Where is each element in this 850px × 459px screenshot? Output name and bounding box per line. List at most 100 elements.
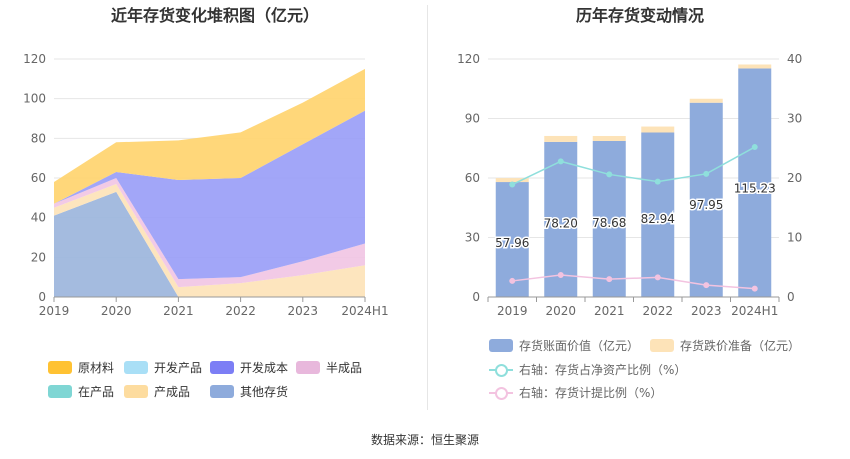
x-tick-label: 2020 — [545, 304, 576, 318]
legend-item[interactable]: 在产品 — [48, 383, 114, 400]
x-tick-label: 2019 — [39, 304, 70, 318]
line-point — [509, 181, 516, 188]
legend-item[interactable]: 开发产品 — [124, 359, 202, 376]
bar-data-label: 115.23 — [734, 181, 776, 195]
x-tick-label: 2020 — [101, 304, 132, 318]
x-tick-label: 2024H1 — [731, 304, 778, 318]
bar-data-label: 97.95 — [689, 198, 723, 212]
legend-swatch — [48, 361, 72, 374]
legend-item[interactable]: 产成品 — [124, 383, 190, 400]
legend-label: 右轴：存货计提比例（%） — [519, 386, 663, 400]
y-tick-label: 0 — [38, 290, 46, 304]
y-tick-label: 120 — [23, 52, 46, 66]
bar-impairment — [592, 135, 626, 141]
bar-book-value — [641, 132, 675, 297]
line-point — [751, 144, 758, 151]
line-point — [703, 282, 710, 289]
y-tick-label: 120 — [457, 52, 480, 66]
legend-label: 半成品 — [326, 361, 363, 375]
bar-book-value — [495, 182, 529, 297]
legend-item[interactable]: 半成品 — [296, 359, 362, 376]
y-tick-label: 60 — [31, 171, 46, 185]
legend-swatch — [210, 385, 234, 398]
data-source: 数据来源：恒生聚源 — [370, 433, 479, 447]
legend-label: 产成品 — [154, 385, 191, 399]
bar-book-value — [592, 140, 626, 297]
line-point — [557, 158, 564, 165]
legend-item[interactable]: 右轴：存货计提比例（%） — [489, 384, 662, 401]
bar-impairment — [738, 64, 772, 69]
line-point — [654, 178, 661, 185]
line-point — [509, 277, 516, 284]
x-tick-label: 2019 — [497, 304, 528, 318]
legend-swatch — [48, 385, 72, 398]
y-tick-label: 60 — [465, 171, 480, 185]
legend-swatch — [124, 385, 148, 398]
area-series — [54, 183, 365, 297]
left-chart-title: 近年存货变化堆积图（亿元） — [110, 6, 319, 25]
legend-label: 其他存货 — [240, 385, 289, 399]
legend-swatch — [489, 386, 513, 400]
y-tick-label: 100 — [23, 92, 46, 106]
legend-item[interactable]: 开发成本 — [210, 359, 288, 376]
y2-tick-label: 30 — [787, 112, 802, 126]
legend-swatch — [650, 339, 674, 352]
line-point — [703, 170, 710, 177]
x-tick-label: 2022 — [642, 304, 673, 318]
x-tick-label: 2021 — [163, 304, 194, 318]
area-series — [54, 68, 365, 204]
line-point — [654, 274, 661, 281]
stacked-area-chart: 0 20 40 60 80 100 120 2019 2020 2021 2022 2023 2024H… — [23, 52, 389, 318]
x-tick-label: 2022 — [225, 304, 256, 318]
legend-label: 原材料 — [78, 361, 115, 375]
bar-data-label: 78.68 — [592, 216, 626, 230]
bar-book-value — [544, 141, 578, 297]
y2-tick-label: 20 — [787, 171, 802, 185]
legend-item[interactable]: 原材料 — [48, 359, 114, 376]
line-series — [512, 274, 755, 290]
line-point — [606, 276, 613, 283]
legend-label: 在产品 — [78, 385, 115, 399]
x-tick-label: 2023 — [288, 304, 319, 318]
right-chart-title: 历年存货变动情况 — [575, 6, 704, 25]
bar-book-value — [738, 68, 772, 297]
y2-tick-label: 10 — [787, 231, 802, 245]
y-tick-label: 30 — [465, 231, 480, 245]
y2-tick-label: 0 — [787, 290, 795, 304]
area-series — [54, 110, 365, 280]
y-tick-label: 90 — [465, 112, 480, 126]
legend-swatch — [489, 363, 513, 377]
bar-book-value — [689, 102, 723, 297]
bar-impairment — [495, 178, 529, 183]
legend-label: 开发产品 — [154, 361, 203, 375]
line-point — [557, 271, 564, 278]
y2-tick-label: 40 — [787, 52, 802, 66]
x-tick-label: 2024H1 — [341, 304, 388, 318]
x-tick-label: 2023 — [691, 304, 722, 318]
y-tick-label: 20 — [31, 250, 46, 264]
inventory-bar-line-chart: 0 30 60 90 120 0 10 20 30 40 2019 2020 2021 2022 2023 2… — [457, 52, 802, 318]
legend-label: 存货账面价值（亿元） — [519, 339, 640, 353]
bar-data-label: 78.20 — [544, 217, 578, 231]
line-series — [511, 146, 756, 186]
legend-item[interactable]: 存货账面价值（亿元） — [489, 337, 639, 354]
bar-impairment — [689, 98, 723, 103]
legend-swatch — [489, 339, 513, 352]
panel-divider — [427, 5, 428, 410]
legend-item[interactable]: 右轴：存货占净资产比例（%） — [489, 361, 686, 378]
line-point — [606, 171, 613, 178]
bar-impairment — [641, 126, 675, 133]
legend-swatch — [210, 361, 234, 374]
legend-label: 右轴：存货占净资产比例（%） — [519, 363, 687, 377]
legend-swatch — [296, 361, 320, 374]
bar-data-label: 57.96 — [495, 236, 529, 250]
y-tick-label: 80 — [31, 131, 46, 145]
line-point — [751, 285, 758, 292]
bar-data-label: 82.94 — [641, 212, 675, 226]
legend-label: 存货跌价准备（亿元） — [680, 339, 801, 353]
legend-label: 开发成本 — [240, 361, 289, 375]
x-tick-label: 2021 — [594, 304, 625, 318]
legend-item[interactable]: 存货跌价准备（亿元） — [650, 337, 800, 354]
legend-item[interactable]: 其他存货 — [210, 383, 288, 400]
y-tick-label: 40 — [31, 211, 46, 225]
